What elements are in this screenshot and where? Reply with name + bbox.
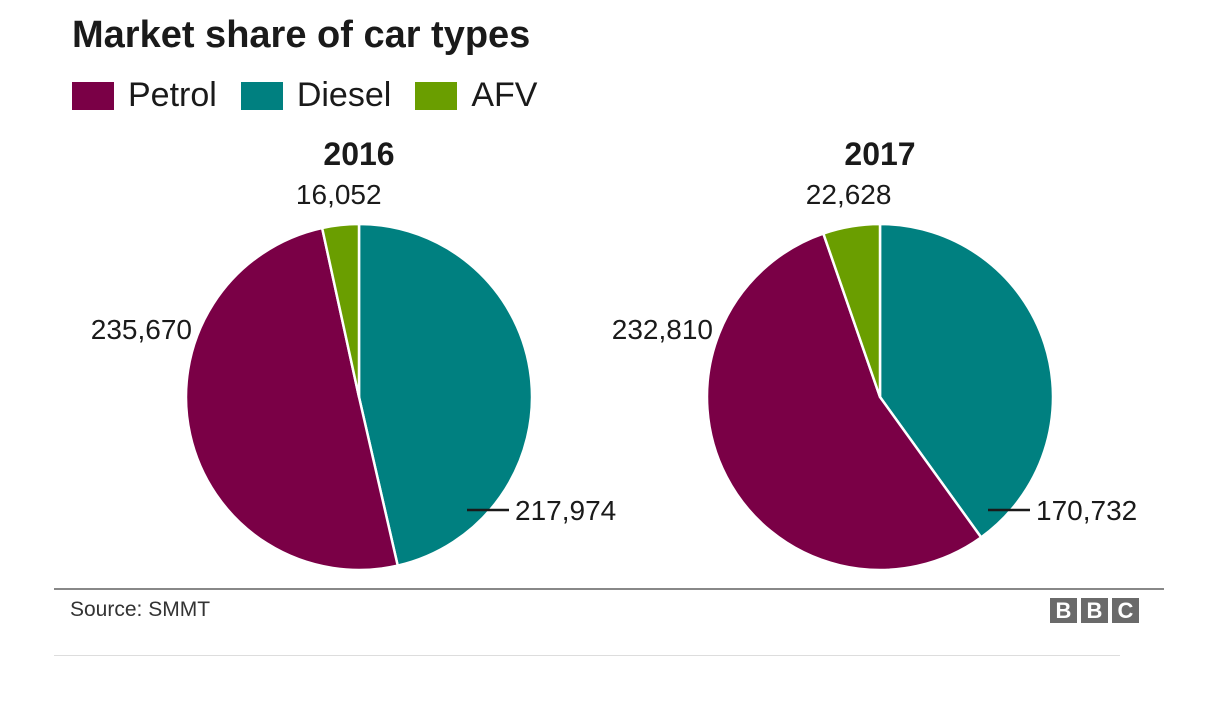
bbc-logo: B B C xyxy=(1050,598,1143,623)
pie-slice-diesel xyxy=(878,222,1055,539)
legend-item-petrol: Petrol xyxy=(72,76,217,115)
pie-2016: 2016 217,974 235,670 16,052 xyxy=(91,136,616,572)
legend-swatch-afv xyxy=(415,81,458,110)
legend-label-petrol: Petrol xyxy=(128,76,217,114)
pie-2017: 2017 170,732 232,810 22,628 xyxy=(612,136,1137,572)
data-label-diesel: 170,732 xyxy=(1036,495,1137,526)
data-label-diesel: 217,974 xyxy=(515,495,616,526)
pie-year-title: 2016 xyxy=(323,136,394,172)
pie-year-title: 2017 xyxy=(844,136,915,172)
chart-title: Market share of car types xyxy=(72,14,531,56)
data-label-petrol: 235,670 xyxy=(91,314,192,345)
pie-slice-petrol xyxy=(705,232,983,572)
pie-slice-diesel xyxy=(357,222,534,567)
data-label-petrol: 232,810 xyxy=(612,314,713,345)
footer-divider xyxy=(54,588,1164,590)
legend: Petrol Diesel AFV xyxy=(72,76,561,115)
bbc-logo-letter: B xyxy=(1081,598,1108,623)
pie-slice-afv xyxy=(822,222,882,399)
pie-slice-petrol xyxy=(184,226,399,572)
pie-slice-afv xyxy=(320,222,361,399)
legend-swatch-diesel xyxy=(240,81,283,110)
legend-item-diesel: Diesel xyxy=(240,76,392,115)
bottom-divider xyxy=(54,655,1120,656)
legend-item-afv: AFV xyxy=(415,76,537,115)
legend-swatch-petrol xyxy=(72,81,114,110)
legend-label-diesel: Diesel xyxy=(296,76,392,114)
legend-label-afv: AFV xyxy=(471,76,538,114)
pie-charts: 2016 217,974 235,670 16,052 2017 170,732 232,8… xyxy=(91,136,1137,572)
data-label-afv: 16,052 xyxy=(296,179,382,210)
data-label-afv: 22,628 xyxy=(806,179,892,210)
bbc-logo-letter: C xyxy=(1112,598,1139,623)
source-note: Source: SMMT xyxy=(70,598,211,621)
bbc-logo-letter: B xyxy=(1050,598,1077,623)
